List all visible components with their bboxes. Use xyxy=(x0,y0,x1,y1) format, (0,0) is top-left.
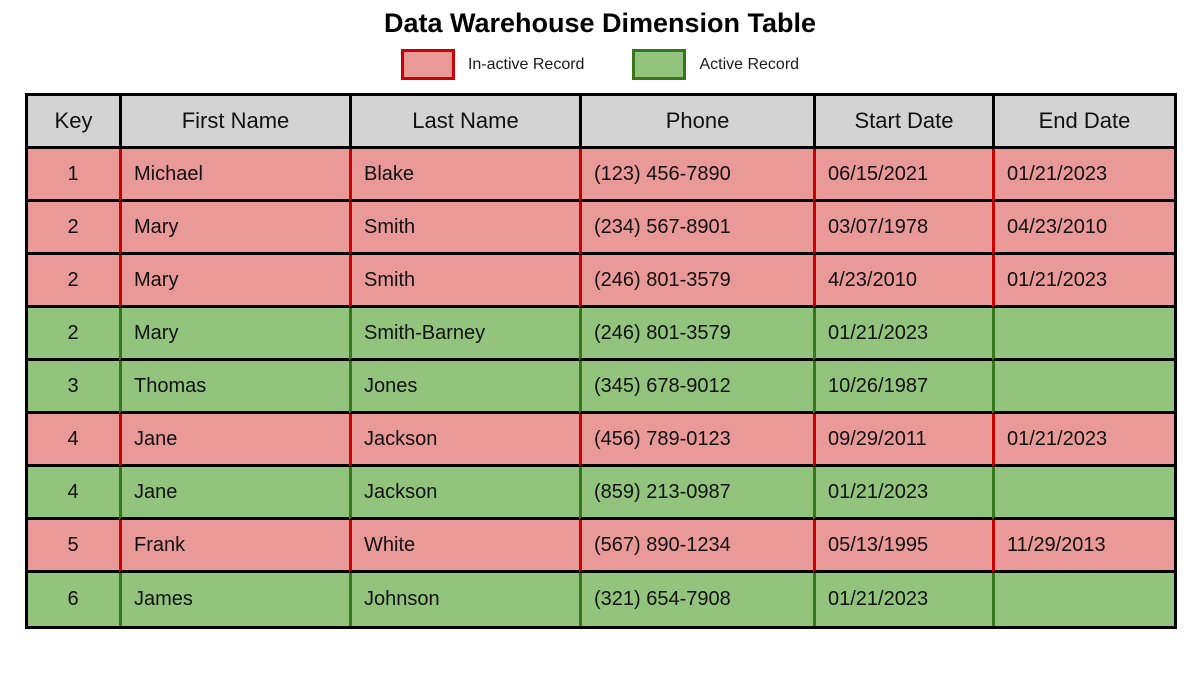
cell-first-name: Mary xyxy=(119,255,349,308)
cell-phone: (123) 456-7890 xyxy=(579,149,813,202)
table-row: 3 Thomas Jones (345) 678-9012 10/26/1987 xyxy=(28,361,1174,414)
cell-key: 1 xyxy=(28,149,119,202)
table-body: 1 Michael Blake (123) 456-7890 06/15/2021 01/… xyxy=(28,149,1174,626)
cell-first-name: Jane xyxy=(119,414,349,467)
cell-first-name: Mary xyxy=(119,308,349,361)
cell-phone: (456) 789-0123 xyxy=(579,414,813,467)
cell-first-name: Jane xyxy=(119,467,349,520)
cell-phone: (246) 801-3579 xyxy=(579,308,813,361)
cell-key: 2 xyxy=(28,202,119,255)
cell-end-date: 11/29/2013 xyxy=(992,520,1174,573)
cell-first-name: Mary xyxy=(119,202,349,255)
table-row: 6 James Johnson (321) 654-7908 01/21/2023 xyxy=(28,573,1174,626)
header-row: Key First Name Last Name Phone Start Dat… xyxy=(28,96,1174,149)
cell-start-date: 4/23/2010 xyxy=(813,255,992,308)
cell-key: 2 xyxy=(28,308,119,361)
page-title: Data Warehouse Dimension Table xyxy=(383,8,817,38)
cell-start-date: 09/29/2011 xyxy=(813,414,992,467)
cell-first-name: Michael xyxy=(119,149,349,202)
cell-last-name: Jackson xyxy=(349,414,579,467)
column-header-first-name: First Name xyxy=(119,96,349,149)
cell-last-name: Blake xyxy=(349,149,579,202)
cell-end-date xyxy=(992,308,1174,361)
cell-phone: (234) 567-8901 xyxy=(579,202,813,255)
table-row: 4 Jane Jackson (456) 789-0123 09/29/2011 01/2… xyxy=(28,414,1174,467)
column-header-start-date: Start Date xyxy=(813,96,992,149)
cell-phone: (246) 801-3579 xyxy=(579,255,813,308)
cell-last-name: White xyxy=(349,520,579,573)
cell-start-date: 01/21/2023 xyxy=(813,308,992,361)
cell-key: 4 xyxy=(28,414,119,467)
legend-label-active: Active Record xyxy=(699,55,800,73)
cell-key: 5 xyxy=(28,520,119,573)
cell-start-date: 01/21/2023 xyxy=(813,467,992,520)
cell-phone: (321) 654-7908 xyxy=(579,573,813,626)
table-row: 2 Mary Smith (246) 801-3579 4/23/2010 01/21/2… xyxy=(28,255,1174,308)
cell-end-date: 04/23/2010 xyxy=(992,202,1174,255)
active-record-swatch-icon xyxy=(632,49,687,80)
dimension-table: Key First Name Last Name Phone Start Dat… xyxy=(25,93,1177,629)
cell-last-name: Jones xyxy=(349,361,579,414)
table-row: 4 Jane Jackson (859) 213-0987 01/21/2023 xyxy=(28,467,1174,520)
cell-last-name: Johnson xyxy=(349,573,579,626)
cell-end-date: 01/21/2023 xyxy=(992,255,1174,308)
cell-start-date: 01/21/2023 xyxy=(813,573,992,626)
table-row: 1 Michael Blake (123) 456-7890 06/15/2021 01/… xyxy=(28,149,1174,202)
table-row: 2 Mary Smith (234) 567-8901 03/07/1978 04/23/… xyxy=(28,202,1174,255)
legend: In-active Record Active Record xyxy=(0,49,1200,80)
cell-key: 4 xyxy=(28,467,119,520)
column-header-phone: Phone xyxy=(579,96,813,149)
cell-key: 3 xyxy=(28,361,119,414)
cell-phone: (567) 890-1234 xyxy=(579,520,813,573)
cell-first-name: Frank xyxy=(119,520,349,573)
cell-start-date: 05/13/1995 xyxy=(813,520,992,573)
legend-item-inactive: In-active Record xyxy=(400,49,585,80)
cell-last-name: Smith-Barney xyxy=(349,308,579,361)
cell-first-name: Thomas xyxy=(119,361,349,414)
cell-first-name: James xyxy=(119,573,349,626)
column-header-end-date: End Date xyxy=(992,96,1174,149)
cell-key: 2 xyxy=(28,255,119,308)
cell-key: 6 xyxy=(28,573,119,626)
cell-start-date: 06/15/2021 xyxy=(813,149,992,202)
cell-phone: (859) 213-0987 xyxy=(579,467,813,520)
cell-last-name: Smith xyxy=(349,202,579,255)
legend-label-inactive: In-active Record xyxy=(467,55,585,73)
cell-start-date: 10/26/1987 xyxy=(813,361,992,414)
legend-item-active: Active Record xyxy=(632,49,799,80)
cell-phone: (345) 678-9012 xyxy=(579,361,813,414)
table-row: 5 Frank White (567) 890-1234 05/13/1995 11/29… xyxy=(28,520,1174,573)
cell-last-name: Smith xyxy=(349,255,579,308)
cell-end-date: 01/21/2023 xyxy=(992,414,1174,467)
cell-last-name: Jackson xyxy=(349,467,579,520)
table-header: Key First Name Last Name Phone Start Dat… xyxy=(28,96,1174,149)
cell-end-date: 01/21/2023 xyxy=(992,149,1174,202)
cell-end-date xyxy=(992,361,1174,414)
cell-end-date xyxy=(992,573,1174,626)
cell-end-date xyxy=(992,467,1174,520)
column-header-key: Key xyxy=(28,96,119,149)
inactive-record-swatch-icon xyxy=(400,49,455,80)
table-row: 2 Mary Smith-Barney (246) 801-3579 01/21/202… xyxy=(28,308,1174,361)
cell-start-date: 03/07/1978 xyxy=(813,202,992,255)
column-header-last-name: Last Name xyxy=(349,96,579,149)
